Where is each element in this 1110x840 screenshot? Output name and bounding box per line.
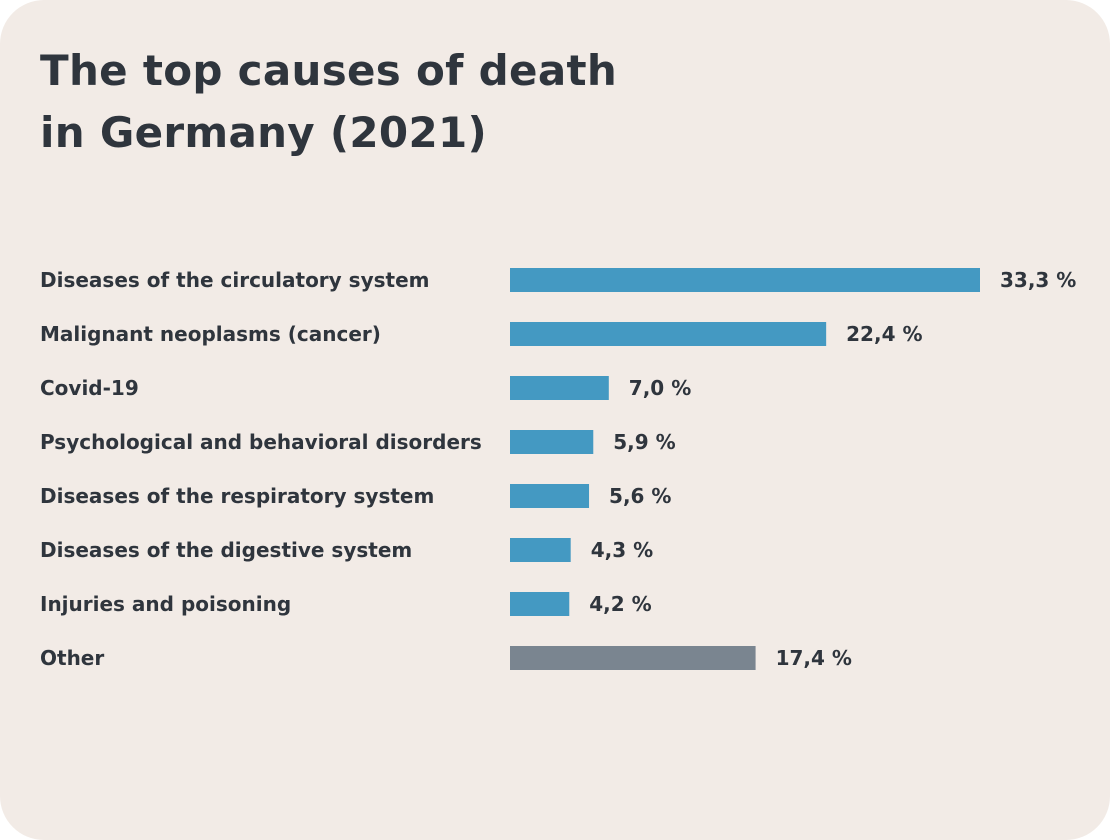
value-label: 5,6 % bbox=[609, 484, 671, 508]
bar bbox=[510, 430, 594, 454]
bar bbox=[510, 376, 609, 400]
category-label: Other bbox=[40, 646, 104, 670]
category-label: Psychological and behavioral disorders bbox=[40, 430, 482, 454]
chart-title: The top causes of death in Germany (2021… bbox=[40, 40, 617, 164]
category-label: Diseases of the respiratory system bbox=[40, 484, 434, 508]
value-label: 17,4 % bbox=[776, 646, 852, 670]
bar bbox=[510, 646, 756, 670]
value-label: 4,3 % bbox=[591, 538, 653, 562]
category-label: Covid-19 bbox=[40, 376, 139, 400]
category-label: Diseases of the digestive system bbox=[40, 538, 412, 562]
category-label: Malignant neoplasms (cancer) bbox=[40, 322, 381, 346]
title-line-2: in Germany (2021) bbox=[40, 108, 487, 157]
value-label: 33,3 % bbox=[1000, 268, 1076, 292]
bar bbox=[510, 484, 590, 508]
bar bbox=[510, 268, 980, 292]
value-label: 7,0 % bbox=[629, 376, 691, 400]
bar bbox=[510, 322, 827, 346]
value-label: 22,4 % bbox=[846, 322, 922, 346]
category-label: Diseases of the circulatory system bbox=[40, 268, 429, 292]
category-label: Injuries and poisoning bbox=[40, 592, 291, 616]
bar bbox=[510, 592, 570, 616]
value-label: 4,2 % bbox=[589, 592, 651, 616]
title-line-1: The top causes of death bbox=[40, 46, 618, 95]
value-label: 5,9 % bbox=[613, 430, 675, 454]
bar bbox=[510, 538, 571, 562]
